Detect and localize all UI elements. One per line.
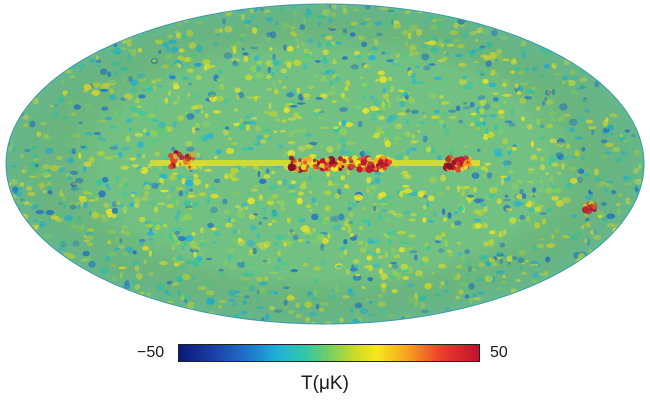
colorbar-row: −50 50 xyxy=(0,342,650,366)
unit-label: T(μK) xyxy=(301,373,349,394)
sky-map xyxy=(5,3,645,325)
colorbar xyxy=(178,344,480,362)
colorbar-min-label: −50 xyxy=(137,344,165,361)
mollweide-map-svg xyxy=(5,3,645,325)
colorbar-max-label: 50 xyxy=(490,344,508,361)
map-outline xyxy=(5,3,645,325)
map-edge-shading xyxy=(6,4,644,324)
map-content xyxy=(6,4,644,324)
